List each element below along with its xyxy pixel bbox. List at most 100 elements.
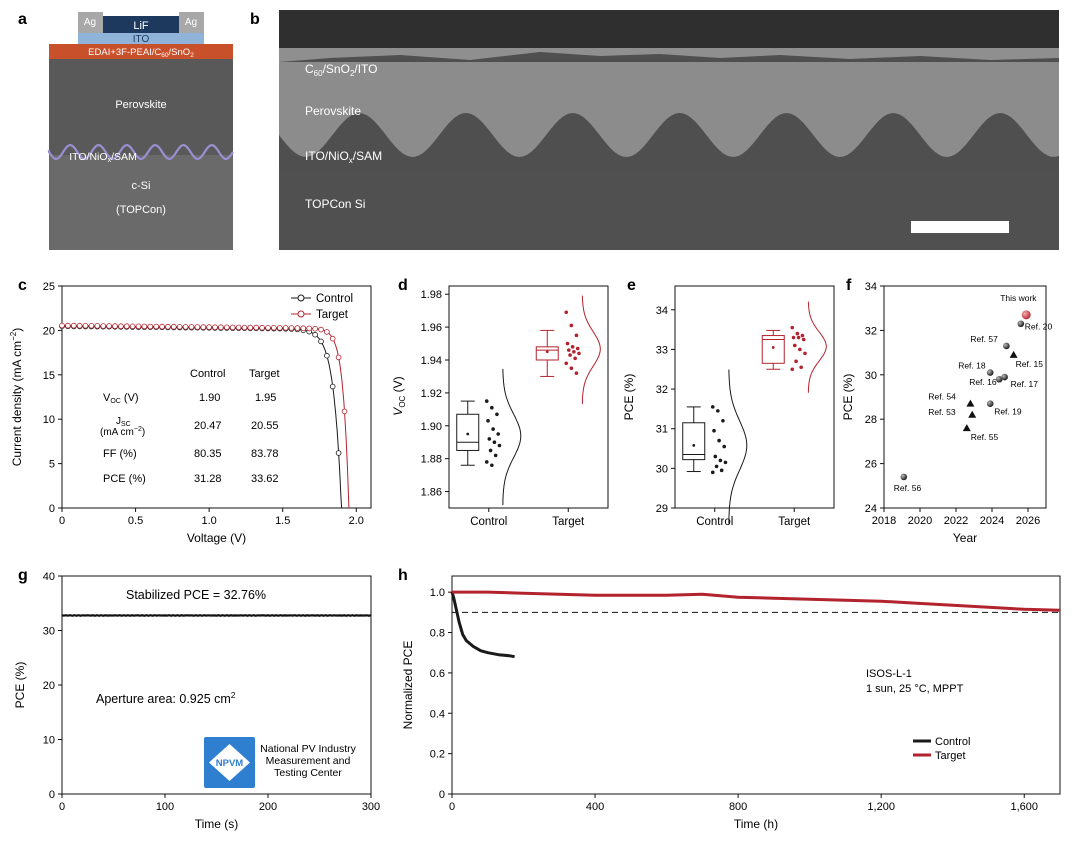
e-data-point: [791, 335, 796, 340]
stab-xtick-label: 100: [156, 801, 174, 813]
stability-ylabel: Normalized PCE: [401, 641, 415, 730]
d-box: [535, 346, 559, 361]
stab-xtick-label: 200: [259, 801, 277, 813]
panel-c: c 0 0.5 1.0 1.5 2.0 0 5 10 15 20 25 Voltage (V) Cur…: [9, 277, 372, 545]
panel-f: f 2018 2020 2022 2024 2026 24 26 28 30 32 34 Year PC…: [841, 277, 1052, 545]
jv-point-target: [100, 323, 106, 329]
jv-point-control: [324, 352, 330, 359]
stability-xtick-label: 0: [449, 801, 455, 813]
jv-point-target: [306, 325, 313, 332]
jv-xtick-label: 1.0: [201, 515, 216, 527]
dplot-frame: [448, 285, 609, 509]
stability-ytick-label: 0.8: [430, 628, 445, 640]
jv-xtick-label: 1.5: [275, 515, 290, 527]
panel-b: b C60/SnO2/ITO Perovskite ITO/NiOx/SAM T…: [250, 10, 1059, 250]
jv-point-target: [88, 322, 95, 329]
record-point-triangle: [968, 410, 977, 418]
stability-line-target: [452, 590, 1061, 612]
jv-point-target: [271, 324, 277, 331]
record-frame: [883, 285, 1047, 509]
d-data-point: [487, 437, 492, 441]
d-category-label: Target: [552, 516, 585, 528]
record-point-this-work: [1021, 310, 1031, 320]
e-category-label: Target: [778, 516, 811, 528]
ag-left-contact: [78, 12, 103, 33]
table-row-ff-target: 83.78: [251, 448, 279, 460]
record-ytick-label: 34: [865, 281, 877, 293]
sem-perovskite: [279, 62, 1059, 157]
record-point-circle: [986, 400, 994, 407]
ag-right-contact: [179, 12, 204, 33]
d-distribution-curve: [502, 368, 522, 506]
jv-point-target: [288, 325, 295, 331]
jv-xtick-label: 0: [59, 515, 65, 527]
sem-top-layer: [279, 48, 1059, 62]
record-point-label: Ref. 19: [994, 407, 1022, 417]
jv-point-target: [147, 323, 154, 330]
sam-wave-line: [47, 143, 234, 161]
record-point-circle: [1003, 342, 1010, 350]
e-data-point: [721, 418, 725, 423]
jv-point-target: [94, 323, 101, 329]
e-distribution-curve: [807, 301, 827, 393]
center-name-line1: National PV Industry: [260, 743, 356, 755]
record-point-circle: [900, 473, 908, 481]
jv-point-control: [329, 383, 336, 390]
jv-ytick-label: 10: [43, 414, 55, 426]
stability-ytick-label: 0.4: [430, 708, 445, 720]
jv-point-target: [153, 323, 160, 330]
e-data-point: [795, 331, 800, 336]
jv-point-target: [82, 322, 89, 329]
table-row-voc-label: VOC (V): [103, 392, 139, 405]
panel-c-letter: c: [18, 277, 27, 294]
jv-xlabel: Voltage (V): [187, 531, 246, 545]
table-row-ff-label: FF (%): [103, 448, 137, 460]
d-category-label: Control: [470, 516, 507, 528]
table-header-control: Control: [190, 368, 225, 380]
legend-control-marker: [297, 294, 305, 302]
record-xlabel: Year: [953, 531, 977, 545]
jv-point-target: [182, 324, 189, 330]
record-ytick-label: 32: [865, 325, 877, 337]
stab-ytick-label: 10: [43, 735, 55, 747]
record-point-label: Ref. 15: [1016, 359, 1044, 369]
e-data-point: [714, 464, 719, 469]
d-data-point: [577, 351, 581, 356]
lif-label: LiF: [133, 20, 149, 32]
sem-hole-label: ITO/NiOx/SAM: [305, 149, 382, 165]
eplot-ytick-label: 34: [656, 305, 668, 317]
dplot-ytick-label: 1.88: [421, 454, 442, 466]
npvm-logo-diamond: [209, 744, 250, 781]
jv-point-target: [129, 323, 136, 330]
jv-point-target: [159, 323, 165, 330]
d-data-point: [493, 453, 498, 458]
e-data-point: [718, 458, 723, 463]
stab-xtick-label: 0: [59, 801, 65, 813]
jv-point-target: [318, 326, 324, 333]
record-xtick-label: 2026: [1016, 515, 1040, 527]
d-mean: [545, 350, 549, 354]
d-mean: [466, 432, 470, 436]
sem-si-label: TOPCon Si: [305, 197, 365, 211]
d-data-point: [564, 361, 569, 366]
stability-xtick-label: 400: [586, 801, 604, 813]
jv-point-target: [141, 323, 148, 330]
stabilized-text: Stabilized PCE = 32.76%: [126, 588, 266, 602]
d-data-point: [569, 366, 574, 371]
ito-label: ITO: [133, 34, 150, 45]
jv-point-target: [123, 323, 130, 330]
stab-ytick-label: 40: [43, 571, 55, 583]
e-data-point: [710, 470, 715, 475]
panel-e: e 29 30 31 32 33 34 PCE (%) Control Target: [622, 277, 835, 528]
lif-layer: [103, 16, 179, 33]
panel-d: d 1.86 1.88 1.90 1.92 1.94 1.96 1.98 Control Tar…: [391, 277, 609, 528]
stability-plot: 0 400 800 1,200 1,600 0 0.2 0.4 0.6 0.8 1.0 Time (h…: [401, 575, 1061, 831]
record-point-label: Ref. 55: [971, 432, 999, 442]
jv-point-target: [106, 323, 112, 329]
table-row-ff-control: 80.35: [194, 448, 222, 460]
record-ytick-label: 24: [865, 503, 877, 515]
d-data-point: [486, 419, 490, 423]
jv-point-target: [341, 408, 348, 415]
stab-ytick-label: 30: [43, 626, 55, 638]
